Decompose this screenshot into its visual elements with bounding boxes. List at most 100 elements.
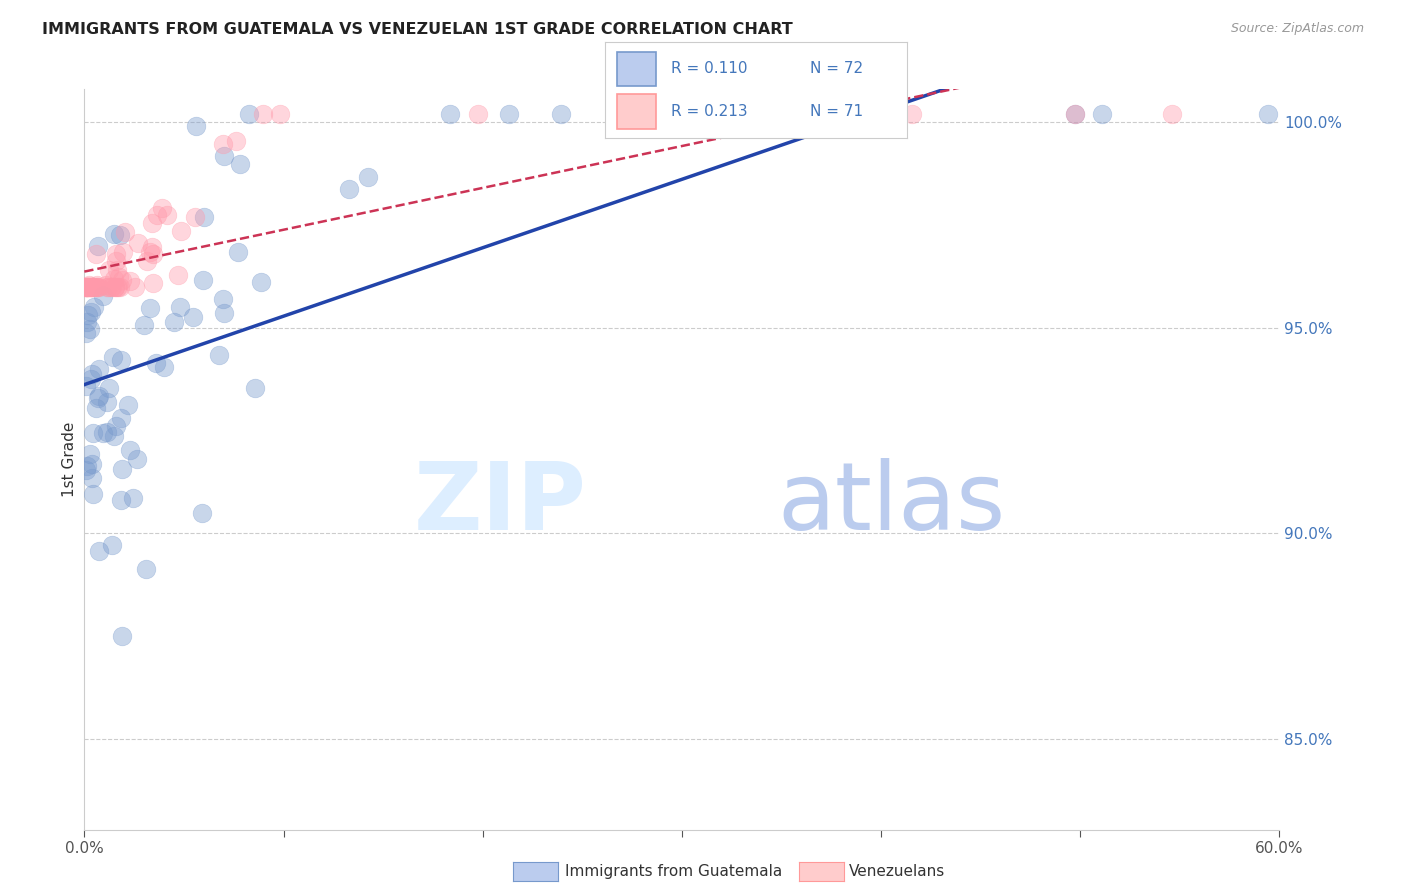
- Text: IMMIGRANTS FROM GUATEMALA VS VENEZUELAN 1ST GRADE CORRELATION CHART: IMMIGRANTS FROM GUATEMALA VS VENEZUELAN …: [42, 22, 793, 37]
- Point: [111, 462, 134, 476]
- Point: [82, 279, 104, 293]
- Point: [77, 309, 100, 323]
- Point: [467, 107, 489, 121]
- Point: [79, 279, 101, 293]
- Point: [104, 247, 127, 261]
- Point: [156, 208, 179, 222]
- Point: [269, 107, 291, 121]
- Point: [97, 263, 120, 277]
- Point: [104, 279, 127, 293]
- Point: [91, 289, 114, 303]
- Point: [550, 107, 572, 121]
- Point: [212, 149, 235, 163]
- Point: [108, 270, 131, 285]
- Point: [110, 493, 132, 508]
- Point: [112, 245, 135, 260]
- Point: [76, 279, 98, 293]
- Point: [170, 224, 193, 238]
- Text: N = 72: N = 72: [810, 62, 863, 77]
- Point: [226, 245, 249, 260]
- Point: [1064, 107, 1087, 121]
- Point: [75, 279, 97, 293]
- Point: [105, 279, 128, 293]
- Point: [79, 279, 101, 293]
- Point: [1091, 107, 1114, 121]
- Point: [250, 276, 273, 290]
- Point: [79, 447, 101, 461]
- Point: [150, 201, 173, 215]
- Point: [141, 216, 163, 230]
- Point: [122, 491, 145, 506]
- FancyBboxPatch shape: [617, 94, 657, 128]
- Point: [252, 107, 274, 121]
- Point: [75, 379, 97, 393]
- Point: [184, 211, 207, 225]
- Point: [104, 279, 127, 293]
- Point: [104, 419, 127, 434]
- Point: [238, 107, 260, 121]
- Point: [87, 391, 110, 405]
- Point: [117, 398, 139, 412]
- FancyBboxPatch shape: [617, 52, 657, 87]
- Point: [87, 238, 110, 252]
- Point: [108, 279, 131, 293]
- Point: [77, 279, 100, 293]
- Y-axis label: 1st Grade: 1st Grade: [62, 422, 77, 497]
- Point: [225, 134, 247, 148]
- Point: [136, 254, 159, 268]
- Text: Venezuelans: Venezuelans: [849, 864, 945, 879]
- Point: [212, 136, 235, 151]
- Point: [82, 279, 104, 293]
- Point: [101, 350, 124, 364]
- Point: [163, 315, 186, 329]
- Point: [76, 458, 98, 473]
- Point: [184, 119, 207, 133]
- Point: [103, 429, 125, 443]
- Point: [153, 360, 176, 375]
- Point: [1257, 107, 1279, 121]
- Point: [79, 322, 101, 336]
- Point: [229, 157, 252, 171]
- Point: [86, 279, 108, 293]
- Point: [108, 228, 131, 243]
- Point: [208, 348, 231, 362]
- Text: atlas: atlas: [778, 458, 1005, 549]
- Point: [664, 107, 686, 121]
- Point: [145, 356, 167, 370]
- Point: [97, 381, 120, 395]
- Point: [124, 279, 146, 293]
- Point: [118, 274, 141, 288]
- Point: [100, 538, 122, 552]
- Point: [80, 457, 103, 471]
- Point: [76, 279, 98, 293]
- Point: [76, 279, 98, 293]
- Point: [80, 371, 103, 385]
- Point: [79, 279, 101, 293]
- Point: [846, 107, 869, 121]
- Point: [103, 227, 125, 242]
- Point: [139, 301, 162, 315]
- Point: [1064, 107, 1087, 121]
- Point: [858, 107, 880, 121]
- Point: [439, 107, 461, 121]
- Point: [80, 305, 103, 319]
- Point: [87, 279, 110, 293]
- Point: [86, 279, 108, 293]
- Point: [82, 487, 104, 501]
- Point: [212, 292, 235, 306]
- Point: [84, 401, 107, 415]
- Point: [94, 278, 117, 293]
- Text: Immigrants from Guatemala: Immigrants from Guatemala: [565, 864, 783, 879]
- Point: [79, 279, 101, 293]
- Point: [773, 107, 796, 121]
- Point: [763, 107, 786, 121]
- Point: [120, 443, 142, 458]
- Point: [82, 279, 104, 293]
- Point: [86, 277, 108, 292]
- Point: [243, 381, 266, 395]
- Point: [91, 426, 114, 441]
- Point: [190, 506, 212, 520]
- Point: [107, 279, 129, 293]
- Point: [125, 451, 148, 466]
- Point: [75, 326, 97, 341]
